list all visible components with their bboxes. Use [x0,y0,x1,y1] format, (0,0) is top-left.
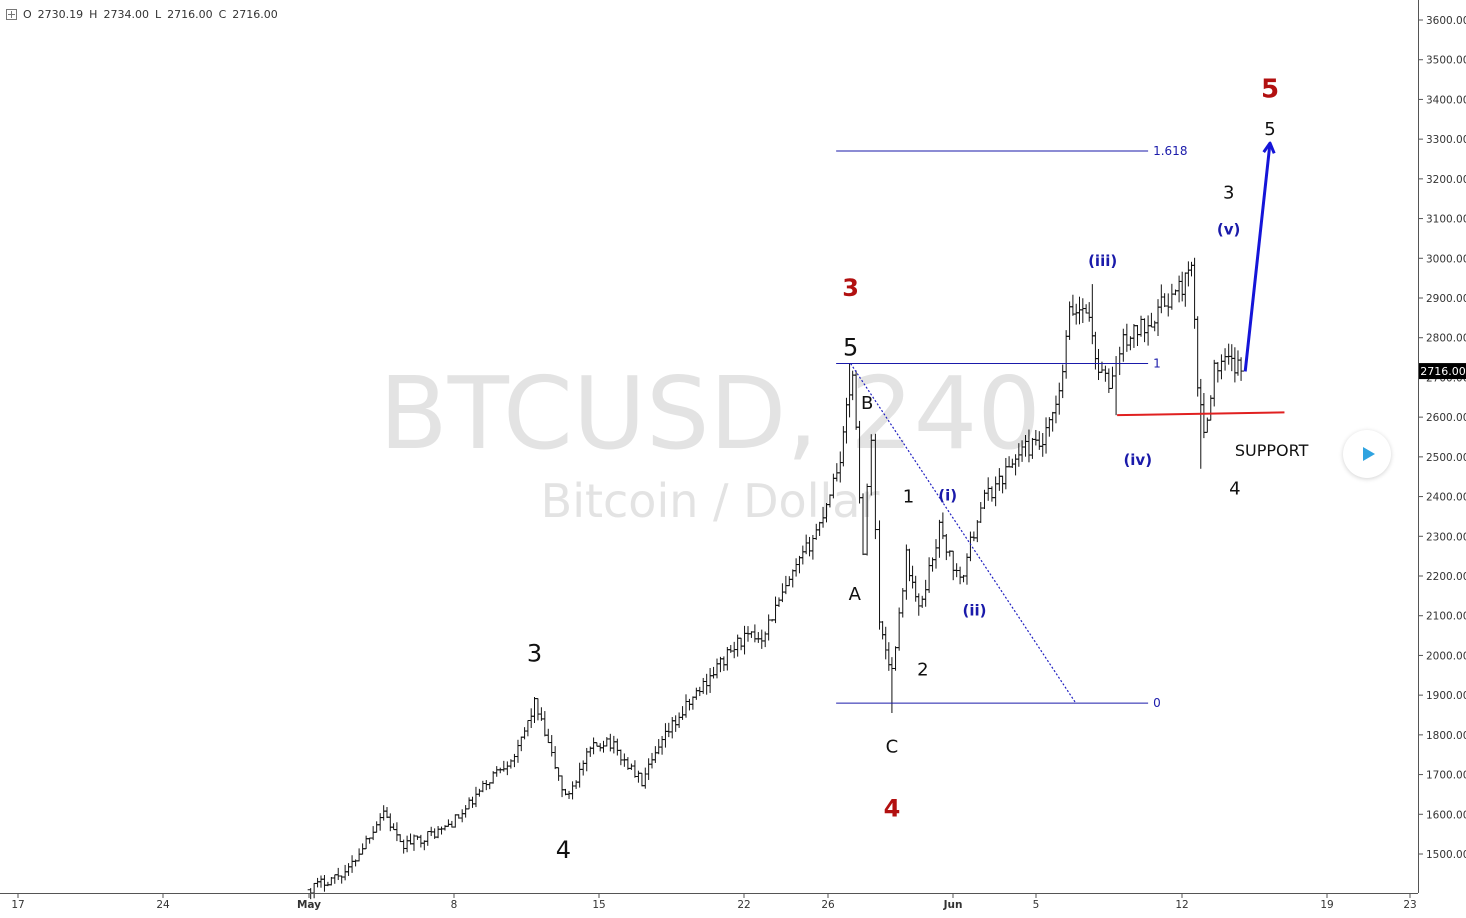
price-tick-label: 2800.00 [1426,333,1466,345]
close-value: 2716.00 [232,8,278,21]
price-tick-label: 2500.00 [1426,452,1466,464]
price-tick-label: 1500.00 [1426,849,1466,861]
time-tick-label: 19 [1320,899,1333,911]
support-zone[interactable]: SUPPORT [1117,411,1309,460]
time-tick-label: 12 [1175,899,1188,911]
open-label: O [23,8,32,21]
price-tick-label: 1900.00 [1426,690,1466,702]
price-tick-label: 3000.00 [1426,253,1466,265]
price-ticks: 3600.00 3500.00 3400.00 3300.00 3200.00 3100.… [1418,15,1466,861]
time-tick-label: Jun [943,899,963,911]
time-tick-label: May [297,899,321,911]
time-tick-label: 23 [1403,899,1416,911]
price-tick-label: 2300.00 [1426,531,1466,543]
high-value: 2734.00 [103,8,149,21]
wave-label: C [886,737,899,758]
last-price-marker: 2716.00 [1419,363,1466,380]
price-tick-label: 3200.00 [1426,174,1466,186]
time-tick-label: 5 [1033,899,1040,911]
price-tick-label: 3600.00 [1426,15,1466,27]
wave-label: 5 [843,334,858,362]
wave-label: (i) [938,487,957,505]
wave-label: 4 [1229,479,1240,500]
play-button[interactable] [1343,430,1391,478]
wave-5-projection[interactable] [1243,141,1276,372]
ohlc-bar [1238,357,1245,381]
price-tick-label: 3100.00 [1426,214,1466,226]
ohlc-legend: O 2730.19 H 2734.00 L 2716.00 C 2716.00 [6,8,278,21]
price-tick-label: 2900.00 [1426,293,1466,305]
low-value: 2716.00 [167,8,213,21]
price-tick-label: 3400.00 [1426,94,1466,106]
plus-icon[interactable] [6,9,17,20]
wave-label: 2 [917,659,928,680]
wave-label: 3 [1223,183,1234,204]
wave-label: 3 [527,639,542,667]
wave-label: 4 [556,836,571,864]
wave-label: 1 [903,487,914,508]
wave-label: 5 [1264,119,1275,140]
watermark-symbol: BTCUSD, 240 [379,355,1041,472]
price-tick-label: 2600.00 [1426,412,1466,424]
price-tick-label: 2000.00 [1426,650,1466,662]
price-tick-label: 2200.00 [1426,571,1466,583]
wave-label: 5 [1261,74,1279,104]
watermark: BTCUSD, 240 Bitcoin / Dollar [379,355,1041,528]
wave-label: (ii) [963,602,987,620]
support-line[interactable] [1117,411,1285,417]
fib-level-1-label: 1 [1153,357,1161,371]
time-tick-label: 15 [592,899,605,911]
last-price-label: 2716.00 [1420,365,1466,378]
fib-level-1618-label: 1.618 [1153,144,1187,158]
last-price-background [1419,363,1466,380]
open-value: 2730.19 [37,8,84,21]
time-tick-label: 26 [821,899,835,911]
wave-label: 3 [842,274,859,302]
wave-label: A [849,584,862,605]
time-tick-label: 22 [737,899,750,911]
price-tick-label: 1700.00 [1426,770,1466,782]
wave-label: B [861,393,873,414]
projection-arrow-line[interactable] [1243,142,1272,372]
wave-label: (iv) [1123,451,1152,469]
price-tick-label: 2400.00 [1426,492,1466,504]
price-tick-label: 3500.00 [1426,55,1466,67]
price-tick-label: 1800.00 [1426,730,1466,742]
time-tick-label: 8 [451,899,458,911]
wave-label: 4 [884,794,901,822]
price-tick-label: 2100.00 [1426,611,1466,623]
fib-level-0-label: 0 [1153,696,1161,710]
price-tick-label: 3300.00 [1426,134,1466,146]
close-label: C [218,8,227,21]
support-label: SUPPORT [1235,441,1309,460]
time-tick-label: 17 [11,899,24,911]
price-tick-label: 1600.00 [1426,809,1466,821]
projection-arrowhead [1262,141,1276,154]
high-label: H [89,8,98,21]
low-label: L [154,8,162,21]
ohlc-series [307,257,1245,900]
watermark-description: Bitcoin / Dollar [541,474,880,528]
wave-label: (iii) [1088,252,1117,270]
time-ticks: 17 24 May 8 15 22 26 Jun 5 12 19 23 [11,893,1417,911]
time-tick-label: 24 [156,899,170,911]
wave-labels: 3 4 5 3 A B C 4 1 2 (i) (ii) (iii) (iv) (v) 3 4 5 5 [527,74,1279,864]
fibonacci-retracement[interactable]: 1.618 1 0 [836,144,1187,710]
wave-label: (v) [1217,220,1241,238]
